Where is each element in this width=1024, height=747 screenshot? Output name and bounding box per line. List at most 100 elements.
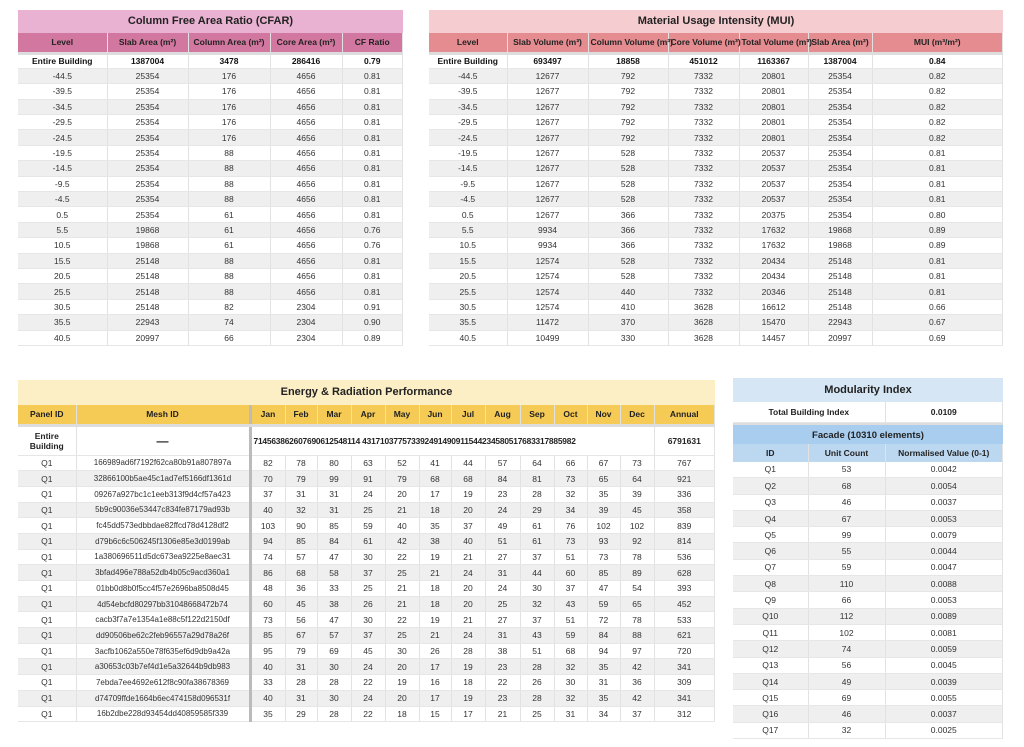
table-row: Q10 112 0.0089 — [733, 608, 1003, 625]
cfar-cell: 4656 — [270, 145, 343, 162]
energy-cell: 18 — [385, 706, 420, 723]
table-row: -39.5 12677 792 7332 20801 25354 0.82 — [429, 83, 1003, 100]
energy-cell: Q1 — [18, 564, 77, 581]
energy-cell: 64 — [620, 470, 655, 487]
energy-cell: 85 — [317, 517, 352, 534]
mui-header-row: Level Slab Volume (m³) Column Volume (m³) C… — [429, 33, 1003, 55]
cfar-cell: -44.5 — [18, 68, 108, 85]
cfar-table-panel: Column Free Area Ratio (CFAR) Level Slab … — [18, 10, 403, 346]
mui-cell: 792 — [588, 114, 669, 131]
energy-cell: 102 — [620, 517, 655, 534]
mui-cell: 12677 — [507, 191, 589, 208]
mui-cell: 0.81 — [872, 191, 1003, 208]
table-row: Q16 46 0.0037 — [733, 705, 1003, 723]
energy-cell: 38 — [419, 533, 452, 550]
energy-cell: 32 — [554, 690, 588, 707]
mui-cell: 7332 — [668, 145, 740, 162]
cfar-cell: 0.76 — [342, 237, 403, 254]
mui-cell: 366 — [588, 222, 669, 239]
mui-cell: 12677 — [507, 68, 589, 85]
energy-cell: 30 — [351, 611, 386, 629]
cfar-cell: 4656 — [270, 253, 343, 269]
energy-cell: 102 — [587, 517, 621, 534]
energy-cell: 36 — [285, 580, 318, 597]
table-row: Q1 cacb3f7a7e1354a1e88c5f122d2150df 73 56 47… — [18, 611, 715, 629]
mui-column-header: Slab Area (m²) — [808, 33, 873, 55]
energy-cell: 341 — [654, 690, 715, 707]
table-row: 15.5 12574 528 7332 20434 25148 0.81 — [429, 253, 1003, 269]
energy-cell: 19 — [419, 611, 452, 629]
energy-cell: 54 — [620, 580, 655, 597]
energy-cell: 17 — [419, 486, 452, 503]
energy-cell: Q1 — [18, 658, 77, 676]
cfar-cell: 25148 — [107, 283, 189, 300]
energy-cell: 24 — [485, 580, 521, 597]
modularity-cell: Q17 — [733, 722, 809, 740]
energy-cell: 72 — [587, 611, 621, 629]
energy-column-header: Dec — [620, 405, 655, 427]
energy-cell: 56 — [285, 611, 318, 629]
energy-cell: 452 — [654, 596, 715, 613]
table-row: Q1 5b9c90036e53447c834fe87179ad93b 40 32 31 2… — [18, 502, 715, 519]
mui-cell: 9934 — [507, 222, 589, 239]
energy-cell: 25 — [520, 706, 555, 723]
cfar-cell: 82 — [188, 299, 271, 316]
cfar-cell: 0.81 — [342, 68, 403, 85]
energy-cell: 38 — [317, 596, 352, 613]
energy-cell: 533 — [654, 611, 715, 629]
mui-cell: 20997 — [808, 330, 873, 346]
energy-cell: 41 — [419, 455, 452, 472]
energy-cell: 30 — [351, 549, 386, 566]
modularity-table: ID Unit Count Normalised Value (0-1) Q1 53 0… — [733, 443, 1003, 740]
modularity-cell: 59 — [808, 559, 886, 577]
modularity-cell: 110 — [808, 575, 886, 593]
energy-cell: 42 — [620, 690, 655, 707]
energy-cell: 01bb0d8b0f5cc4f57e2696ba8508d45 — [76, 580, 252, 597]
cfar-cell: 30.5 — [18, 299, 108, 316]
energy-cell: 19 — [385, 674, 420, 691]
mui-cell: 7332 — [668, 68, 740, 85]
mui-cell: -29.5 — [429, 114, 508, 131]
cfar-title: Column Free Area Ratio (CFAR) — [18, 10, 403, 33]
modularity-cell: 0.0042 — [885, 461, 1003, 479]
mui-cell: 528 — [588, 160, 669, 177]
table-row: -9.5 25354 88 4656 0.81 — [18, 176, 403, 193]
energy-table: Entire Building — 7145638626076906125481… — [18, 405, 715, 723]
energy-cell: 92 — [620, 533, 655, 550]
cfar-cell: 0.91 — [342, 299, 403, 316]
energy-column-header: Jan — [250, 405, 286, 427]
energy-cell: 97 — [620, 643, 655, 660]
mui-cell: 20.5 — [429, 268, 508, 285]
energy-column-header: Mesh ID — [76, 405, 252, 427]
energy-cell: 38 — [485, 643, 521, 660]
cfar-cell: 4656 — [270, 160, 343, 177]
modularity-column-header: Normalised Value (0-1) — [885, 443, 1003, 462]
energy-cell: 103 — [250, 517, 286, 534]
energy-cell: a30653c03b7ef4d1e5a32644b9db983 — [76, 658, 252, 676]
modularity-cell: 0.0054 — [885, 477, 1003, 495]
mui-cell: 12574 — [507, 253, 589, 269]
mui-cell: 0.82 — [872, 83, 1003, 100]
mui-cell: 20434 — [739, 268, 809, 285]
energy-column-header: Jul — [451, 405, 486, 427]
mui-cell: 7332 — [668, 283, 740, 300]
energy-cell: 23 — [485, 690, 521, 707]
mui-cell: 12677 — [507, 114, 589, 131]
energy-cell: 621 — [654, 627, 715, 644]
energy-cell: 84 — [317, 533, 352, 550]
energy-column-header: Feb — [285, 405, 318, 427]
modularity-cell: 0.0089 — [885, 608, 1003, 625]
table-row: 35.5 11472 370 3628 15470 22943 0.67 — [429, 314, 1003, 331]
table-row: Q15 69 0.0055 — [733, 689, 1003, 707]
mui-cell: 0.82 — [872, 68, 1003, 85]
cfar-cell: -19.5 — [18, 145, 108, 162]
cfar-cell: 25354 — [107, 114, 189, 131]
mui-cell: 1387004 — [808, 53, 873, 69]
table-row: -34.5 25354 176 4656 0.81 — [18, 99, 403, 116]
mui-column-header: MUI (m³/m²) — [872, 33, 1003, 55]
modularity-cell: 0.0055 — [885, 689, 1003, 707]
cfar-cell: 88 — [188, 191, 271, 208]
modularity-cell: 112 — [808, 608, 886, 625]
energy-cell: 35 — [587, 690, 621, 707]
modularity-cell: Q3 — [733, 494, 809, 511]
